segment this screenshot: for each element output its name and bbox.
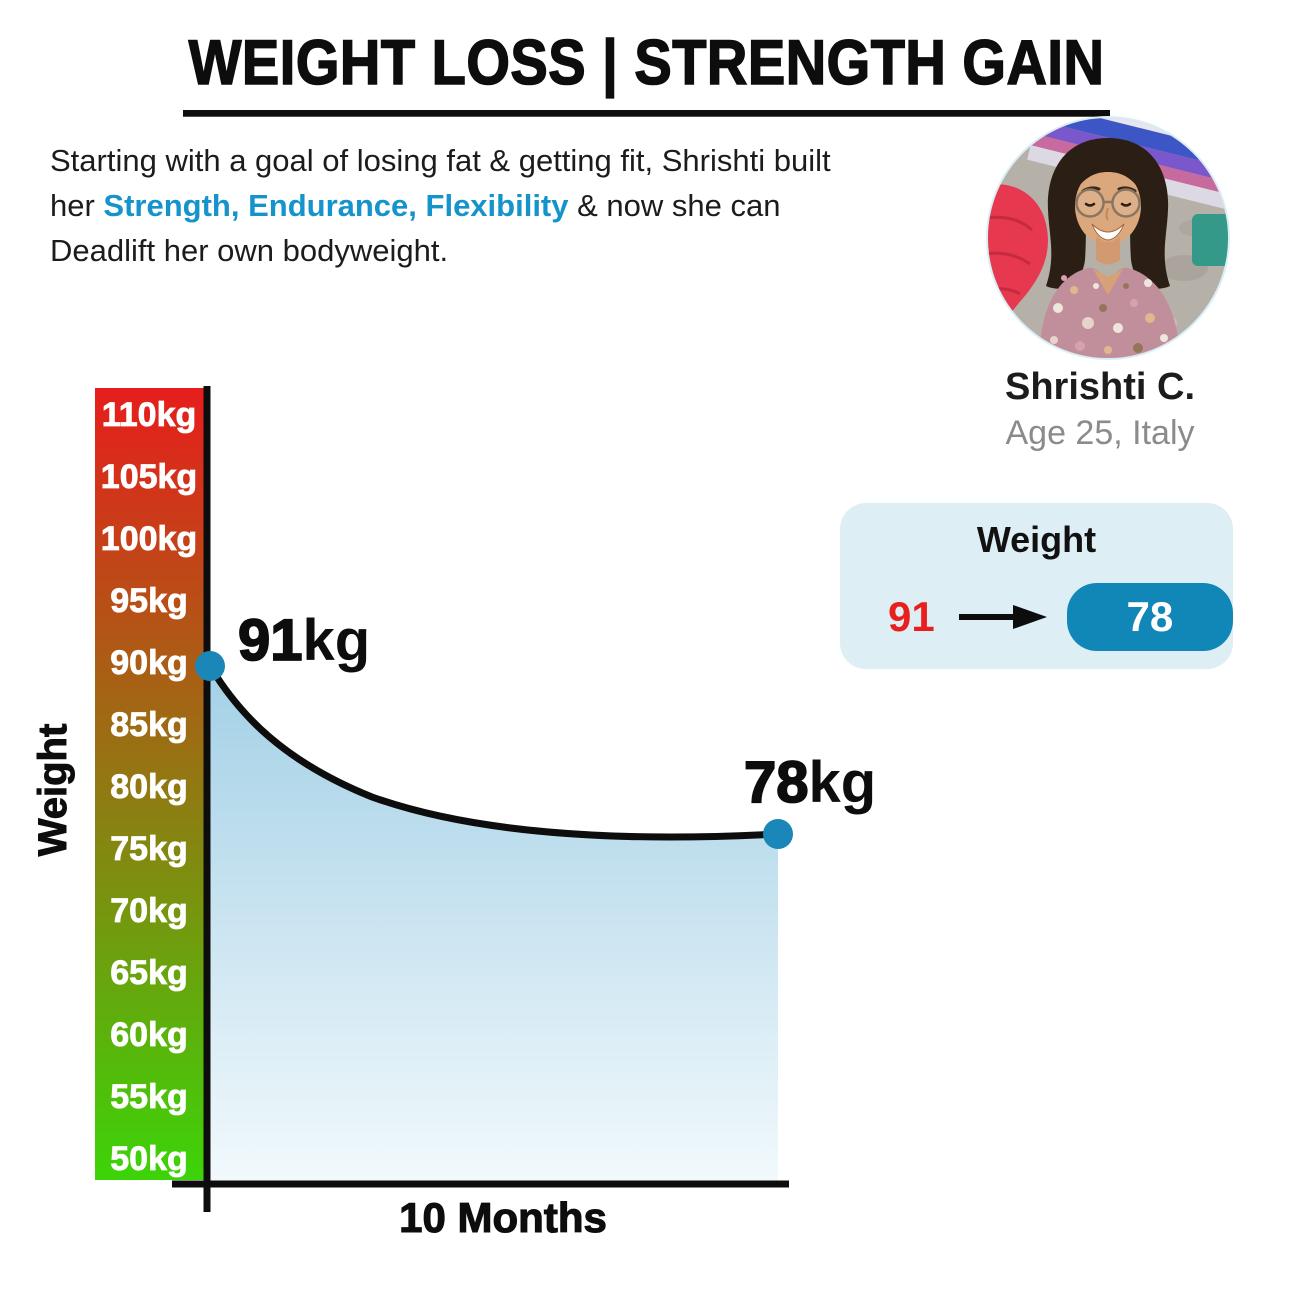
weight-card-row: 91 78 <box>840 581 1233 653</box>
arrow-right-icon <box>957 604 1049 630</box>
y-tick-label: 70kg <box>110 892 188 930</box>
x-axis-title: 10 Months <box>399 1194 607 1241</box>
y-axis-title: Weight <box>31 724 75 857</box>
y-tick-label: 85kg <box>110 706 188 744</box>
weight-curve <box>206 662 782 841</box>
data-point-start <box>195 651 225 681</box>
start-point-label: 91kg <box>238 608 370 673</box>
y-tick-label: 55kg <box>110 1078 188 1116</box>
profile-photo-illustration <box>988 118 1228 358</box>
y-tick-label: 110kg <box>102 396 197 434</box>
teal-patch <box>1192 214 1228 266</box>
y-tick-label: 100kg <box>101 520 197 558</box>
y-tick-label: 75kg <box>110 830 188 868</box>
intro-segment-normal: & now she can Deadlift her own bodyweigh… <box>50 188 781 268</box>
end-point-label: 78kg <box>744 750 876 815</box>
weight-area <box>208 666 778 1181</box>
profile-photo <box>988 118 1228 358</box>
weight-after-pill: 78 <box>1066 583 1233 651</box>
y-tick-labels: 110kg 105kg 100kg 95kg 90kg 85kg 80kg 75… <box>100 396 197 1179</box>
intro-segment-normal: Starting with a goal of losing fat & get… <box>50 143 831 223</box>
y-tick-label: 80kg <box>110 768 188 806</box>
y-tick-label: 50kg <box>110 1140 188 1178</box>
floral-pattern <box>1050 275 1168 354</box>
intro-segment-accent: Strength, Endurance, Flexibility <box>103 188 569 223</box>
y-tick-label: 60kg <box>110 1016 188 1054</box>
intro-text: Starting with a goal of losing fat & get… <box>50 138 880 273</box>
weight-card-title: Weight <box>976 519 1097 560</box>
y-tick-label: 90kg <box>110 644 188 682</box>
y-axis-scale-bar <box>95 388 207 1180</box>
profile-name: Shrishti C. <box>1004 366 1196 408</box>
person <box>1039 138 1180 358</box>
page-title-wrap: WEIGHT LOSS | STRENGTH GAIN <box>0 26 1293 117</box>
profile-meta: Age 25, Italy <box>1005 414 1195 452</box>
y-tick-label: 95kg <box>110 582 188 620</box>
weight-after-value: 78 <box>1126 593 1174 640</box>
y-tick-label: 105kg <box>101 458 197 496</box>
data-point-end <box>763 819 793 849</box>
weight-before-value: 91 <box>888 593 935 640</box>
page-title: WEIGHT LOSS | STRENGTH GAIN <box>182 26 1111 117</box>
weight-card: Weight 91 78 <box>840 503 1233 669</box>
y-tick-label: 65kg <box>110 954 188 992</box>
